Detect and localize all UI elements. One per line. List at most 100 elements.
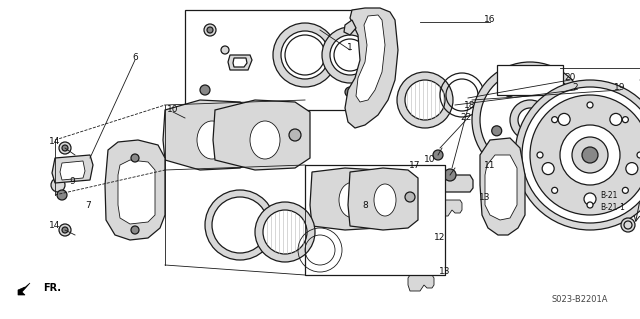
Circle shape [59,224,71,236]
Circle shape [480,70,580,170]
Text: 13: 13 [479,192,491,202]
Circle shape [289,129,301,141]
Circle shape [472,62,588,178]
Text: 17: 17 [409,160,420,169]
Text: 20: 20 [564,72,576,81]
Polygon shape [485,155,517,220]
Circle shape [518,108,542,132]
Circle shape [131,154,139,162]
Circle shape [522,87,640,223]
Circle shape [558,126,568,136]
Ellipse shape [250,121,280,159]
Circle shape [626,163,638,174]
Circle shape [525,150,535,160]
Bar [305,165,445,275]
Circle shape [255,202,315,262]
Circle shape [59,142,71,154]
Circle shape [510,100,550,140]
Polygon shape [233,58,247,67]
Text: 6: 6 [132,53,138,62]
Circle shape [405,80,445,120]
Circle shape [444,169,456,181]
Circle shape [273,23,337,87]
Polygon shape [60,161,85,180]
Circle shape [131,226,139,234]
Circle shape [622,117,628,122]
Circle shape [62,145,68,151]
Circle shape [558,113,570,125]
Polygon shape [427,175,473,192]
Text: 16: 16 [484,14,496,24]
Text: 13: 13 [439,268,451,277]
Circle shape [582,147,598,163]
Circle shape [397,72,453,128]
Polygon shape [213,100,310,170]
Ellipse shape [374,184,396,216]
Polygon shape [344,20,356,35]
Circle shape [392,240,408,256]
Circle shape [62,227,68,233]
Text: 18: 18 [464,100,476,109]
Text: 12: 12 [435,233,445,241]
Polygon shape [310,168,390,230]
Text: B-21: B-21 [600,190,618,199]
Circle shape [560,125,620,185]
Polygon shape [118,160,155,224]
Circle shape [587,102,593,108]
Text: 8: 8 [362,201,368,210]
Circle shape [345,87,355,97]
Circle shape [221,46,229,54]
Circle shape [572,137,608,173]
Circle shape [57,190,67,200]
Circle shape [504,87,515,97]
Circle shape [330,35,370,75]
Text: 9: 9 [69,177,75,187]
Polygon shape [228,55,252,70]
Circle shape [263,210,307,254]
Text: 1: 1 [347,42,353,51]
Text: 2: 2 [572,83,578,92]
Text: 22: 22 [460,113,472,122]
Polygon shape [356,15,385,102]
Circle shape [200,85,210,95]
Circle shape [433,150,443,160]
Polygon shape [163,100,258,170]
Polygon shape [345,8,398,128]
Circle shape [552,187,557,193]
Circle shape [51,178,65,192]
Circle shape [542,163,554,174]
Bar [185,10,370,110]
Polygon shape [397,240,443,256]
Bar [497,65,563,95]
Circle shape [422,175,438,191]
Polygon shape [18,283,30,295]
Text: 14: 14 [49,220,61,229]
Polygon shape [436,200,462,216]
Circle shape [610,113,622,125]
Text: 14: 14 [49,137,61,146]
Circle shape [530,95,640,215]
Circle shape [637,152,640,158]
Polygon shape [408,275,434,291]
Circle shape [281,31,329,79]
Circle shape [622,187,628,193]
Polygon shape [348,168,418,230]
Ellipse shape [339,182,365,218]
Text: 10: 10 [167,105,179,114]
Circle shape [212,197,268,253]
Circle shape [545,87,556,97]
Text: FR.: FR. [43,283,61,293]
Polygon shape [52,155,93,183]
Ellipse shape [197,121,227,159]
Circle shape [515,80,640,230]
Circle shape [204,24,216,36]
Circle shape [552,117,557,122]
Text: B-21-1: B-21-1 [600,203,625,211]
Text: 11: 11 [484,160,496,169]
Circle shape [587,202,593,208]
Text: S023-B2201A: S023-B2201A [552,295,608,305]
Text: 7: 7 [85,201,91,210]
Circle shape [492,126,502,136]
Text: 10: 10 [424,155,436,165]
Circle shape [207,27,213,33]
